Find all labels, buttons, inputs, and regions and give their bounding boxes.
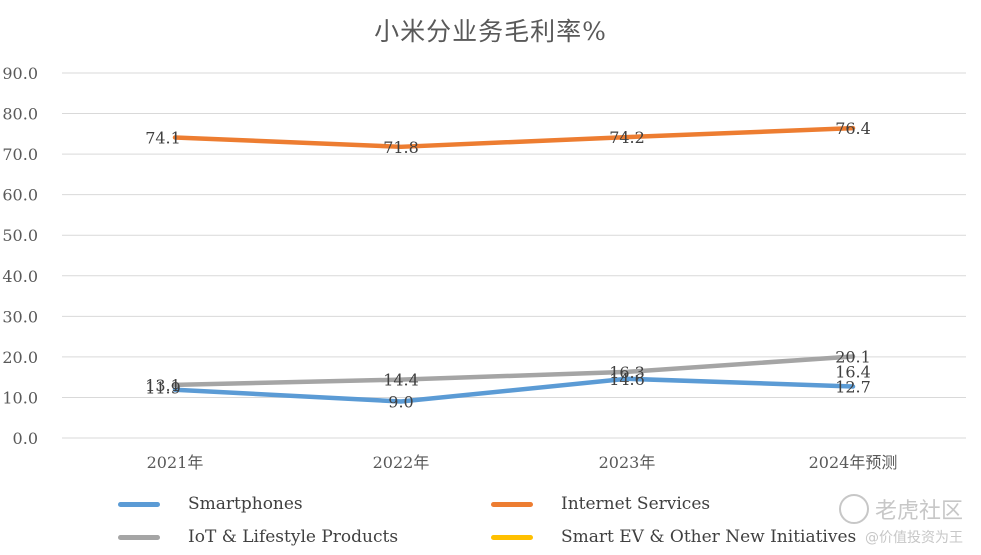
- legend-item-internet-services: Internet Services: [491, 494, 710, 514]
- chart-title: 小米分业务毛利率%: [374, 17, 607, 46]
- series-line-internet-services: [172, 125, 856, 150]
- series-line-iot-lifestyle-products: [172, 354, 856, 388]
- data-label: 14.4: [383, 371, 419, 390]
- data-label: 76.4: [835, 119, 871, 138]
- data-label: 12.7: [835, 377, 871, 396]
- data-label: 16.3: [609, 363, 645, 382]
- y-tick-label: 50.0: [2, 226, 38, 245]
- data-label: 74.1: [145, 128, 181, 147]
- legend-label: IoT & Lifestyle Products: [188, 527, 399, 547]
- legend-item-smartphones: Smartphones: [118, 494, 303, 514]
- watermark: 老虎社区 @价值投资为王: [838, 493, 963, 547]
- y-tick-label: 30.0: [2, 307, 38, 326]
- data-label: 71.8: [383, 138, 419, 157]
- x-tick-label: 2023年: [599, 453, 656, 472]
- series-line-smartphones: [172, 376, 856, 404]
- data-label: 11.9: [145, 379, 181, 398]
- y-tick-label: 20.0: [2, 348, 38, 367]
- watermark-brand: 老虎社区: [874, 499, 963, 524]
- data-label: 9.0: [388, 393, 413, 412]
- legend-swatch-iot: [118, 534, 160, 540]
- data-label: 13.1: [145, 376, 181, 395]
- legend-item-iot: IoT & Lifestyle Products: [118, 527, 398, 547]
- y-tick-label: 90.0: [2, 64, 38, 83]
- y-tick-label: 10.0: [2, 388, 38, 407]
- legend-label: Smartphones: [188, 494, 303, 514]
- data-label: 74.2: [609, 128, 645, 147]
- watermark-user: @价值投资为王: [865, 530, 963, 546]
- x-tick-label: 2022年: [373, 453, 430, 472]
- y-tick-label: 0.0: [13, 429, 38, 448]
- legend-label: Internet Services: [561, 494, 711, 514]
- legend-item-smart-ev: Smart EV & Other New Initiatives: [491, 527, 856, 547]
- legend-label: Smart EV & Other New Initiatives: [561, 527, 857, 547]
- data-label: 16.4: [835, 362, 871, 381]
- y-tick-label: 70.0: [2, 145, 38, 164]
- y-tick-label: 60.0: [2, 186, 38, 205]
- legend-swatch-smart-ev: [491, 534, 533, 540]
- legend-swatch-smartphones: [118, 501, 160, 507]
- x-tick-label: 2024年预测: [809, 453, 898, 472]
- y-tick-label: 80.0: [2, 105, 38, 124]
- x-tick-label: 2021年: [147, 453, 204, 472]
- y-tick-label: 40.0: [2, 267, 38, 286]
- data-label: 14.6: [609, 370, 645, 389]
- legend-swatch-internet-services: [491, 501, 533, 507]
- data-label: 20.1: [835, 347, 871, 366]
- tiger-logo-icon: [838, 494, 869, 524]
